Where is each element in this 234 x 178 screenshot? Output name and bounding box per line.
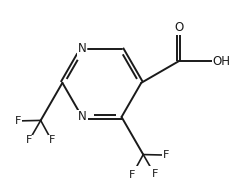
Text: F: F: [129, 169, 135, 178]
Text: F: F: [151, 169, 158, 178]
Text: N: N: [78, 42, 87, 55]
Text: F: F: [48, 135, 55, 145]
Text: F: F: [15, 116, 21, 126]
Text: F: F: [163, 150, 169, 160]
Text: OH: OH: [212, 55, 230, 68]
Text: N: N: [78, 111, 87, 124]
Text: O: O: [174, 21, 183, 34]
Text: F: F: [26, 135, 33, 145]
